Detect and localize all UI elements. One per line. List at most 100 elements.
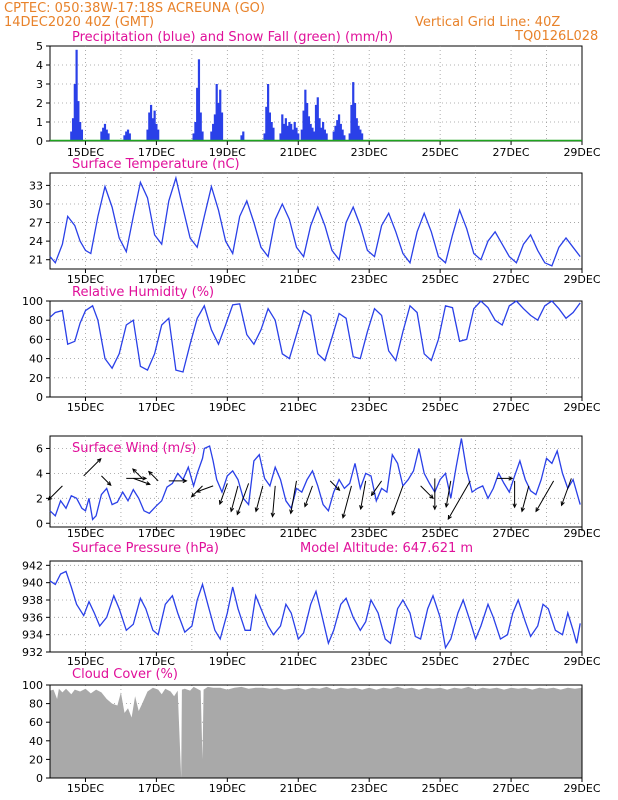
y-tick-label: 0 — [36, 391, 43, 404]
precip-bar — [126, 129, 130, 141]
x-tick-label: 19DEC — [209, 782, 246, 795]
precip-bar — [100, 131, 103, 141]
x-tick-label: 19DEC — [209, 273, 246, 286]
panel-wind: 0 2 4 6 15DEC 17DEC 19DEC 21DEC 23DEC 25DEC 27DEC 2… — [36, 435, 601, 540]
panel-frame — [49, 172, 583, 270]
x-tick-label: 15DEC — [67, 146, 104, 159]
x-tick-label: 23DEC — [351, 782, 388, 795]
precip-bar — [314, 104, 318, 141]
wind-arrow-head — [341, 513, 346, 519]
x-tick-label: 17DEC — [138, 655, 175, 668]
precip-bar — [306, 103, 309, 141]
precip-bar — [284, 118, 287, 141]
y-tick-label: 4 — [36, 467, 43, 480]
wind-arrow-head — [182, 478, 188, 484]
y-tick-label: 30 — [29, 198, 43, 211]
x-tick-label: 29DEC — [563, 655, 600, 668]
x-tick-label: 21DEC — [280, 273, 317, 286]
wind-arrow-head — [254, 507, 259, 513]
wind-arrow-head — [195, 488, 201, 493]
wind-arrow — [304, 485, 313, 507]
precip-bar — [148, 112, 151, 141]
wind-arrow — [290, 480, 297, 514]
panel-frame-top — [49, 684, 583, 779]
wind-arrow — [371, 480, 383, 496]
precip-bar — [194, 122, 197, 141]
x-tick-label: 23DEC — [351, 273, 388, 286]
precip-bar — [279, 133, 282, 141]
wind-arrow-head — [148, 470, 153, 476]
precip-bar — [128, 133, 131, 141]
precip-bar — [107, 133, 110, 141]
precip-bar — [80, 129, 84, 141]
wind-arrow — [391, 485, 404, 515]
y-tick-label: 40 — [29, 353, 43, 366]
panel-title-temp: Surface Temperature (nC) — [72, 157, 240, 172]
x-tick-label: 17DEC — [138, 782, 175, 795]
precip-bar — [70, 131, 73, 141]
wind-arrow — [420, 485, 434, 499]
precip-bar — [240, 135, 243, 141]
precip-bar — [192, 133, 195, 141]
wind-arrow — [83, 458, 102, 477]
x-tick-label: 21DEC — [280, 782, 317, 795]
wind-arrow-head — [47, 495, 53, 501]
wind-arrow-head — [520, 507, 525, 513]
precip-bar — [268, 112, 271, 141]
precip-bar — [75, 49, 78, 141]
x-tick-label: 25DEC — [422, 401, 459, 414]
precip-bar — [212, 123, 215, 141]
x-tick-label: 17DEC — [138, 146, 175, 159]
precip-bar — [302, 110, 305, 141]
wind-arrow-head — [96, 457, 102, 463]
precip-bar — [123, 135, 126, 141]
x-tick-label: 21DEC — [280, 527, 317, 540]
wind-arrow-head — [391, 510, 396, 516]
y-tick-label: 936 — [22, 611, 43, 624]
y-tick-label: 932 — [22, 646, 43, 659]
precip-bar — [320, 127, 323, 141]
precip-bar — [337, 114, 341, 141]
wind-arrow-head — [218, 500, 224, 506]
precip-bar — [146, 129, 149, 141]
header-location: CPTEC: 050:38W-17:18S ACREUNA (GO) — [4, 1, 265, 16]
x-tick-label: 19DEC — [209, 401, 246, 414]
x-tick-label: 17DEC — [138, 527, 175, 540]
precip-bar — [350, 104, 353, 141]
wind-arrow — [272, 485, 276, 517]
precip-bar — [79, 122, 82, 141]
y-tick-label: 24 — [29, 235, 43, 248]
y-tick-label: 27 — [29, 217, 43, 230]
wind-arrow-head — [270, 512, 276, 518]
precip-bar — [357, 125, 360, 141]
x-tick-label: 15DEC — [67, 273, 104, 286]
precip-bar — [196, 87, 199, 141]
precip-bar — [336, 120, 339, 141]
precip-bar — [288, 122, 291, 141]
panel-subtitle-press: Model Altitude: 647.621 m — [300, 541, 473, 556]
wind-arrow — [521, 485, 530, 512]
precip-bar — [286, 125, 289, 141]
precip-bar — [267, 84, 270, 141]
y-tick-label: 0 — [36, 772, 43, 785]
wind-arrow-head — [236, 510, 241, 516]
panel-temp: 21 24 27 30 33 15DEC 17DEC 19DEC 21DEC 23DEC 25DEC… — [29, 157, 601, 286]
wind-arrow-head — [335, 486, 341, 492]
wind-arrow-head — [432, 505, 438, 511]
precip-bar — [270, 122, 273, 141]
y-tick-label: 0 — [36, 517, 43, 530]
wind-arrow-head — [535, 507, 540, 513]
y-tick-label: 100 — [22, 679, 43, 692]
y-tick-label: 21 — [29, 254, 43, 267]
panel-title-press: Surface Pressure (hPa) — [72, 541, 219, 556]
precip-bar — [281, 114, 284, 141]
precip-bar — [311, 127, 314, 141]
precip-bar — [291, 129, 295, 141]
rh-series-line — [49, 300, 581, 373]
x-tick-label: 25DEC — [422, 273, 459, 286]
x-tick-label: 19DEC — [209, 655, 246, 668]
x-tick-label: 15DEC — [67, 782, 104, 795]
wind-arrow — [360, 480, 367, 510]
x-tick-label: 15DEC — [67, 655, 104, 668]
wind-arrow-head — [512, 503, 517, 509]
